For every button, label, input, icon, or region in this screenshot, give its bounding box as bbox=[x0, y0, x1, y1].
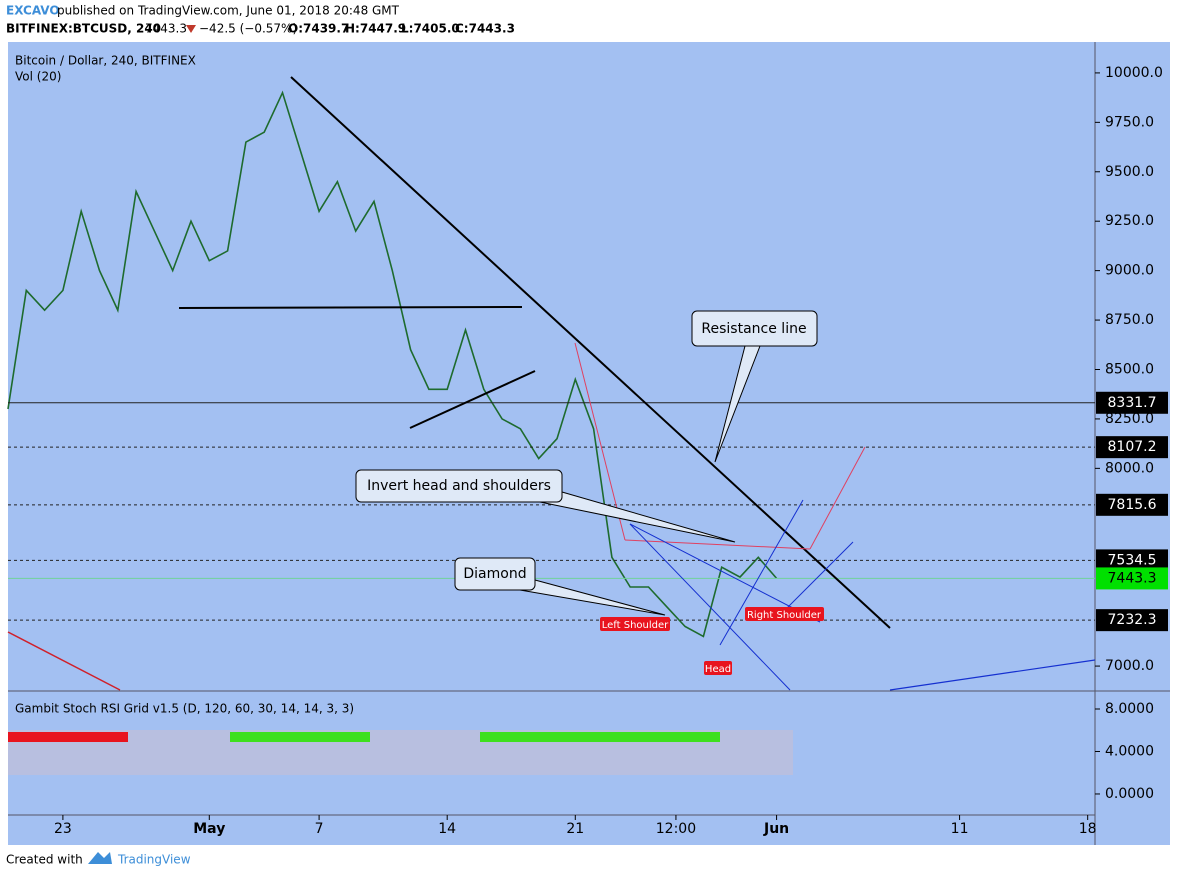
author[interactable]: EXCAVO bbox=[6, 4, 60, 18]
channel-line bbox=[779, 541, 854, 616]
high: H:7447.9 bbox=[345, 22, 406, 36]
down-arrow bbox=[186, 25, 196, 33]
target-line bbox=[809, 446, 866, 550]
y-tick-label: 8500.0 bbox=[1105, 361, 1154, 377]
channel-line bbox=[629, 523, 821, 623]
tag bbox=[704, 661, 732, 675]
price-tag-label: 7815.6 bbox=[1108, 497, 1157, 513]
stoch-grid bbox=[480, 732, 600, 742]
trend-line bbox=[178, 306, 523, 309]
tag bbox=[745, 607, 824, 621]
price-tag-label: 8107.2 bbox=[1108, 439, 1157, 455]
callout bbox=[355, 469, 563, 503]
indicator-title: Gambit Stoch RSI Grid v1.5 (D, 120, 60, … bbox=[15, 702, 354, 716]
symbol: BITFINEX:BTCUSD, 240 bbox=[6, 22, 161, 36]
x-tick-label: 12:00 bbox=[656, 821, 696, 837]
last: 7443.3 bbox=[145, 22, 187, 36]
price-line bbox=[7, 90, 778, 638]
chart-bg bbox=[8, 42, 1170, 845]
callout-pointer bbox=[539, 491, 736, 543]
y-tick-label: 8000.0 bbox=[1105, 460, 1154, 476]
change: −42.5 (−0.57%) bbox=[199, 22, 297, 36]
pattern-line bbox=[574, 342, 626, 541]
annotation: Resistance line bbox=[701, 321, 806, 337]
trend-line bbox=[409, 370, 536, 429]
channel-line bbox=[719, 499, 804, 646]
footer-text: Created with bbox=[6, 853, 83, 867]
x-tick-label: 23 bbox=[54, 821, 72, 837]
y-tick-label: 7000.0 bbox=[1105, 658, 1154, 674]
x-tick-label: 14 bbox=[438, 821, 456, 837]
y-tick-label: 8250.0 bbox=[1105, 411, 1154, 427]
volume-label: Vol (20) bbox=[15, 70, 61, 84]
y-tick-label: 9500.0 bbox=[1105, 164, 1154, 180]
trend-line bbox=[290, 76, 891, 629]
annotation: Invert head and shoulders bbox=[367, 478, 551, 494]
callout-pointer bbox=[519, 579, 666, 616]
drawings bbox=[7, 76, 1096, 775]
price-tag bbox=[1096, 549, 1168, 572]
trend-line bbox=[7, 631, 121, 691]
x-tick-label: 7 bbox=[315, 821, 324, 837]
channel-line bbox=[629, 523, 791, 691]
price-tag bbox=[1096, 567, 1168, 590]
footer-brand[interactable]: TradingView bbox=[117, 853, 191, 867]
x-tick-label: 11 bbox=[951, 821, 969, 837]
callout bbox=[691, 310, 818, 347]
y-tick-label: 10000.0 bbox=[1105, 65, 1163, 81]
x-tick-label: Jun bbox=[763, 821, 789, 837]
x-tick-label: May bbox=[193, 821, 225, 837]
annotation: Diamond bbox=[463, 566, 526, 582]
price-tag bbox=[1096, 391, 1168, 414]
y-tick-label: 8750.0 bbox=[1105, 312, 1154, 328]
price-tag-label: 7443.3 bbox=[1108, 570, 1157, 586]
open: O:7439.7 bbox=[288, 22, 349, 36]
y-tick-label: 9000.0 bbox=[1105, 263, 1154, 279]
y-tick-label: 8.0000 bbox=[1105, 701, 1154, 717]
stoch-grid bbox=[230, 732, 370, 742]
published: published on TradingView.com, June 01, 2… bbox=[57, 4, 400, 18]
price-tag-label: 7534.5 bbox=[1108, 552, 1157, 568]
close: C:7443.3 bbox=[455, 22, 515, 36]
stoch-grid bbox=[8, 732, 128, 742]
y-tick-label: 4.0000 bbox=[1105, 743, 1154, 759]
low: L:7405.0 bbox=[401, 22, 460, 36]
price-tag bbox=[1096, 436, 1168, 459]
pane-title: Bitcoin / Dollar, 240, BITFINEX bbox=[15, 54, 196, 68]
tag-label: Head bbox=[705, 664, 731, 675]
logo bbox=[88, 852, 112, 864]
price-tag-label: 8331.7 bbox=[1108, 395, 1157, 411]
x-tick-label: 18 bbox=[1079, 821, 1097, 837]
y-tick-label: 9250.0 bbox=[1105, 213, 1154, 229]
y-tick-label: 0.0000 bbox=[1105, 786, 1154, 802]
neck-line bbox=[624, 539, 811, 550]
y-tick-label: 9750.0 bbox=[1105, 114, 1154, 130]
callout bbox=[454, 557, 536, 591]
x-tick-label: 21 bbox=[566, 821, 584, 837]
price-tag-label: 7232.3 bbox=[1108, 612, 1157, 628]
stoch-grid bbox=[600, 732, 720, 742]
trend-line bbox=[889, 659, 1096, 691]
tag-label: Right Shoulder bbox=[747, 610, 822, 621]
tag-label: Left Shoulder bbox=[602, 620, 669, 631]
callout-pointer bbox=[714, 345, 761, 463]
tag bbox=[600, 617, 670, 631]
price-tag bbox=[1096, 493, 1168, 516]
price-tag bbox=[1096, 609, 1168, 632]
